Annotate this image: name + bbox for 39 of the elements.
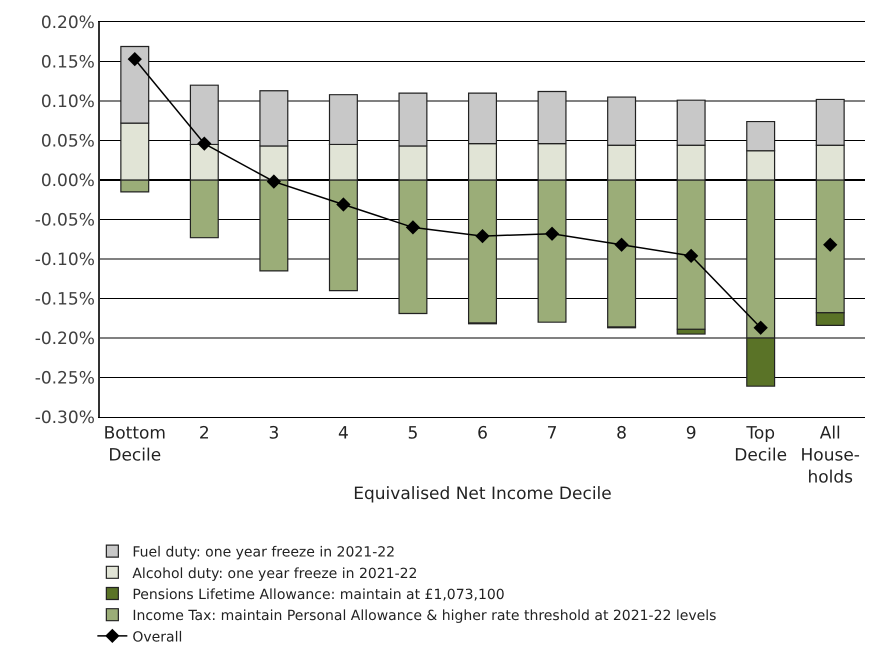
point	[475, 228, 490, 244]
x-tick-label: 4	[338, 423, 349, 444]
point	[128, 52, 142, 66]
y-tick-label: 0.05%	[40, 131, 95, 152]
x-tick-label: 6	[477, 423, 488, 444]
legend-label: Pensions Lifetime Allowance: maintain at £1,073,100	[132, 586, 505, 603]
x-tick-label: Top Decile	[734, 423, 788, 466]
legend-label: Income Tax: maintain Personal Allowance & higher rate threshold at 2021-22 levels	[132, 608, 716, 624]
x-tick-label: 3	[268, 423, 280, 444]
x-tick-label: Bottom Decile	[104, 423, 166, 466]
x-tick-label: 7	[546, 423, 558, 444]
y-tick-label: -0.10%	[34, 250, 95, 270]
point	[614, 238, 629, 252]
legend-label: Fuel duty: one year freeze in 2021-22	[132, 544, 396, 561]
y-tick-label: 0.10%	[40, 92, 95, 112]
x-tick-label: 8	[616, 423, 628, 444]
y-tick-label: -0.25%	[34, 368, 95, 388]
point	[823, 238, 838, 252]
x-tick-label: All House- holds	[800, 423, 860, 488]
x-tick-label: 5	[408, 423, 418, 444]
point	[266, 174, 282, 189]
y-tick-label: 0.15%	[40, 52, 95, 72]
y-tick-label: -0.20%	[34, 328, 95, 349]
x-tick-label: 9	[686, 423, 697, 444]
y-tick-label: 0.20%	[40, 12, 95, 33]
y-tick-label: -0.15%	[34, 289, 95, 310]
point	[544, 226, 560, 241]
point	[197, 136, 212, 151]
legend-label: Overall	[132, 629, 182, 646]
y-tick-label: -0.05%	[34, 210, 95, 230]
x-tick-label: 2	[198, 423, 210, 444]
x-axis-title: Equivalised Net Income Decile	[353, 484, 612, 504]
point	[336, 197, 351, 212]
point	[406, 220, 420, 235]
legend-label: Alcohol duty: one year freeze in 2021-22	[132, 566, 418, 582]
y-tick-label: -0.30%	[34, 408, 95, 428]
point	[684, 248, 698, 263]
point	[754, 320, 768, 335]
y-tick-label: 0.00%	[40, 170, 95, 191]
